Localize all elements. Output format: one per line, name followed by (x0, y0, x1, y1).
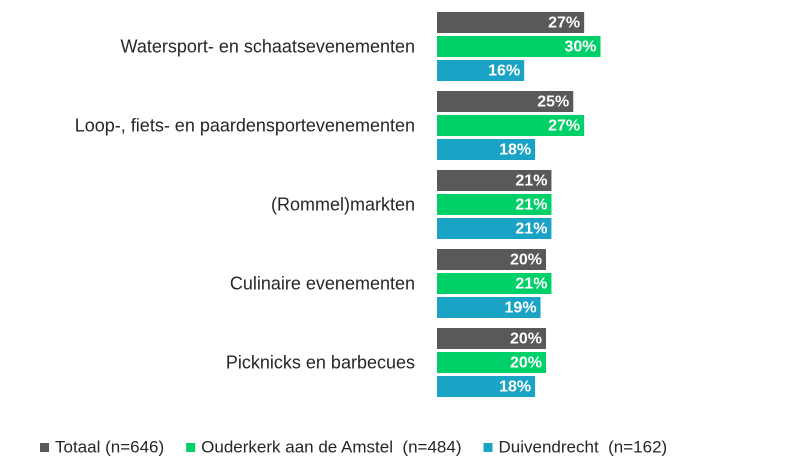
category-label: Culinaire evenementen (230, 273, 415, 293)
legend-label: Ouderkerk aan de Amstel (n=484) (201, 437, 461, 456)
legend-label: Duivendrecht (n=162) (499, 437, 668, 456)
value-label: 21% (515, 173, 547, 190)
bar (437, 91, 574, 112)
bar (437, 328, 546, 349)
bar (437, 12, 585, 33)
legend-swatch (186, 443, 196, 452)
bar (437, 249, 546, 270)
category-label: Loop-, fiets- en paardensportevenementen (75, 115, 415, 135)
value-label: 20% (510, 252, 542, 269)
value-label: 21% (515, 276, 547, 293)
value-label: 21% (515, 197, 547, 214)
bar (437, 60, 525, 81)
bar (437, 139, 536, 160)
legend-label: Totaal (n=646) (55, 437, 164, 456)
value-label: 27% (548, 15, 580, 32)
value-label: 20% (510, 355, 542, 372)
category-label: (Rommel)markten (271, 194, 415, 214)
bar (437, 352, 546, 373)
value-label: 21% (515, 221, 547, 238)
value-label: 16% (488, 63, 520, 80)
legend-swatch (483, 443, 493, 452)
legend-swatch (40, 443, 49, 452)
value-label: 30% (564, 39, 596, 56)
value-label: 19% (505, 300, 537, 317)
bar (437, 36, 601, 57)
bar (437, 218, 552, 239)
value-label: 20% (510, 331, 542, 348)
category-label: Picknicks en barbecues (226, 352, 415, 372)
bar (437, 194, 552, 215)
bar (437, 273, 552, 294)
value-label: 25% (537, 94, 569, 111)
value-label: 27% (548, 118, 580, 135)
category-label: Watersport- en schaatsevenementen (121, 36, 416, 56)
bar (437, 115, 585, 136)
value-label: 18% (499, 142, 531, 159)
bar (437, 297, 541, 318)
value-label: 18% (499, 379, 531, 396)
bar (437, 170, 552, 191)
bar (437, 376, 536, 397)
